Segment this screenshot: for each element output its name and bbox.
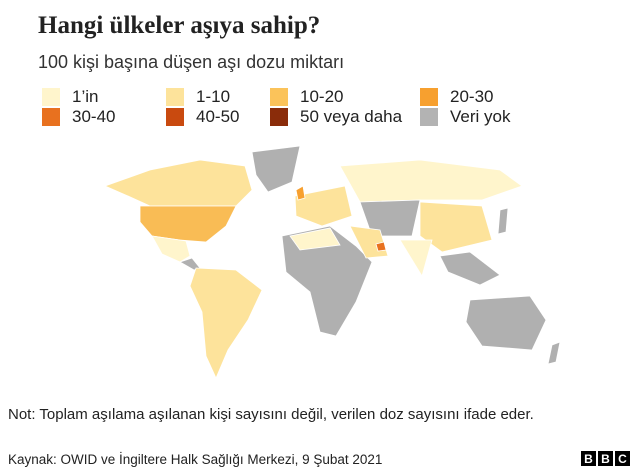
india	[399, 239, 433, 277]
china	[419, 201, 493, 253]
legend-swatch	[420, 88, 438, 106]
legend-swatch	[166, 88, 184, 106]
legend-item: 10-20	[270, 87, 343, 107]
legend-swatch	[166, 108, 184, 126]
legend-item: Veri yok	[420, 107, 510, 127]
japan	[497, 207, 509, 235]
legend-swatch	[42, 88, 60, 106]
legend-label: 50 veya daha	[300, 107, 403, 126]
legend-swatch	[270, 108, 288, 126]
legend-label: 10-20	[300, 87, 344, 106]
legend-label: 1’in	[72, 87, 99, 106]
south-america	[189, 267, 263, 379]
legend-swatch	[42, 108, 60, 126]
legend-item: 40-50	[166, 107, 239, 127]
legend-item: 1’in	[42, 87, 98, 107]
russia	[339, 159, 523, 203]
canada	[103, 159, 253, 207]
legend-label: 40-50	[196, 107, 240, 126]
uae	[375, 241, 387, 252]
title: Hangi ülkeler aşıya sahip?	[38, 12, 321, 39]
new-zealand	[547, 341, 561, 365]
australia	[465, 295, 547, 351]
europe	[294, 185, 353, 227]
usa	[139, 205, 237, 243]
legend-label: 20-30	[450, 87, 494, 106]
legend-label: 1-10	[196, 87, 231, 106]
note: Not: Toplam aşılama aşılanan kişi sayısı…	[8, 406, 534, 423]
legend-item: 1-10	[166, 87, 230, 107]
logo-letter: C	[615, 451, 630, 466]
central-asia	[359, 199, 421, 237]
greenland	[251, 145, 301, 193]
north-africa	[289, 227, 341, 251]
legend-label: Veri yok	[450, 107, 511, 126]
world-map	[103, 145, 561, 379]
logo-letter: B	[581, 451, 596, 466]
legend-item: 50 veya daha	[270, 107, 402, 127]
legend-item: 20-30	[420, 87, 493, 107]
southeast-asia	[439, 251, 501, 286]
legend-swatch	[270, 88, 288, 106]
logo-letter: B	[598, 451, 613, 466]
legend-label: 30-40	[72, 107, 116, 126]
legend-swatch	[420, 108, 438, 126]
uk	[295, 185, 306, 201]
mexico	[151, 235, 191, 263]
source: Kaynak: OWID ve İngiltere Halk Sağlığı M…	[8, 452, 383, 467]
africa	[281, 225, 373, 337]
legend-item: 30-40	[42, 107, 115, 127]
subtitle: 100 kişi başına düşen aşı dozu miktarı	[38, 52, 345, 72]
